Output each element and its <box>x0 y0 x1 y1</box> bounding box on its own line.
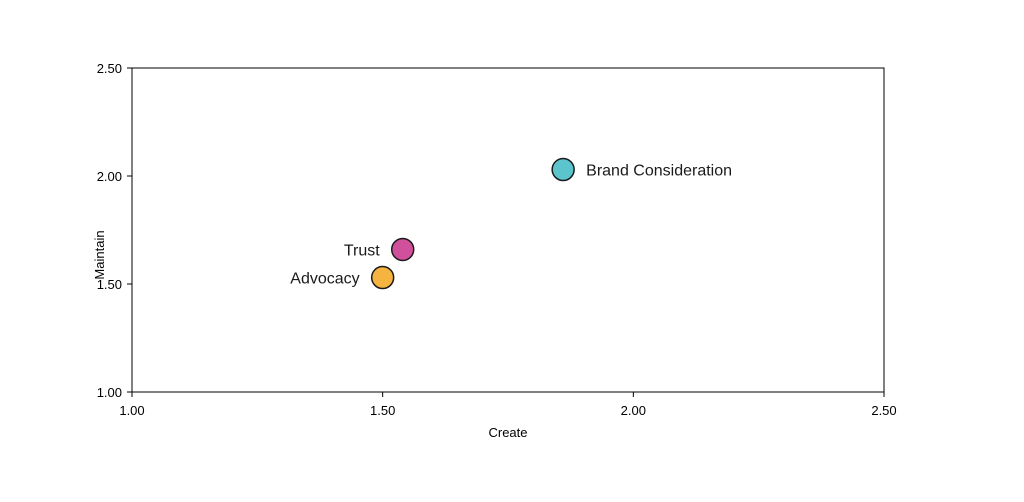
y-tick-label: 1.50 <box>97 277 122 292</box>
y-axis-title: Maintain <box>92 230 107 279</box>
data-point-label: Advocacy <box>290 271 359 288</box>
data-point <box>551 157 575 182</box>
x-tick-label: 2.00 <box>621 403 646 418</box>
x-axis-ticks: 1.00 1.50 2.00 2.50 <box>119 392 897 418</box>
data-point <box>370 265 395 290</box>
data-point-label: Trust <box>344 242 380 259</box>
x-tick-label: 1.50 <box>370 403 395 418</box>
y-tick-label: 2.00 <box>97 169 122 184</box>
data-point <box>390 237 415 262</box>
data-points: Brand Consideration Trust Advocacy <box>290 157 732 290</box>
x-axis-title: Create <box>488 425 527 440</box>
y-axis-ticks: 1.00 1.50 2.00 2.50 <box>97 61 132 400</box>
x-tick-label: 2.50 <box>871 403 896 418</box>
y-tick-label: 1.00 <box>97 385 122 400</box>
x-tick-label: 1.00 <box>119 403 144 418</box>
y-tick-label: 2.50 <box>97 61 122 76</box>
plot-area <box>131 67 885 393</box>
data-point-label: Brand Consideration <box>586 163 732 180</box>
